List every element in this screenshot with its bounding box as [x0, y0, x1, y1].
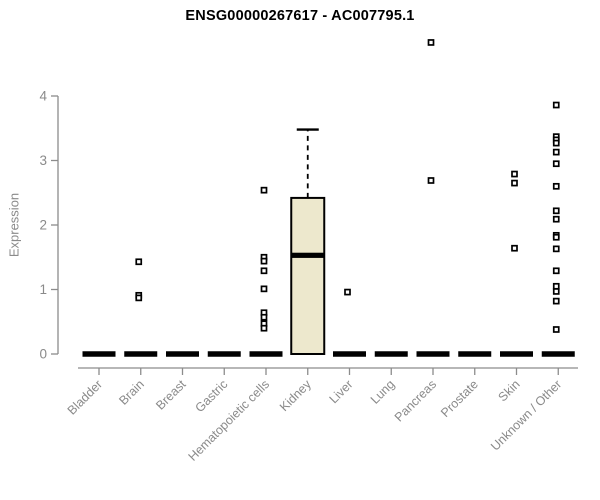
y-tick-label: 1	[39, 282, 47, 297]
outlier-point-hematopoietic-cells	[260, 324, 268, 332]
zero-bar-breast	[166, 351, 199, 357]
outlier-point-unknown-other	[552, 215, 560, 223]
x-category-label: Kidney	[277, 377, 314, 414]
y-tick-label: 4	[39, 89, 47, 104]
x-category-label: Pancreas	[392, 377, 439, 424]
outlier-point-pancreas	[427, 39, 435, 46]
outlier-point-pancreas	[427, 177, 435, 184]
zero-bar-lung	[374, 351, 408, 357]
x-category-label: Lung	[368, 377, 398, 407]
outlier-point-brain	[135, 294, 143, 302]
outlier-point-unknown-other	[552, 245, 560, 253]
outlier-point-skin	[511, 170, 518, 178]
outlier-point-hematopoietic-cells	[260, 257, 268, 265]
outlier-point-unknown-other	[552, 182, 560, 190]
x-category-label: Breast	[153, 377, 189, 413]
zero-bar-hematopoietic-cells	[249, 351, 283, 357]
zero-bar-pancreas	[416, 351, 450, 357]
x-category-label: Liver	[327, 377, 356, 406]
outlier-point-unknown-other	[552, 297, 560, 305]
zero-bar-brain	[124, 351, 158, 357]
outlier-point-unknown-other	[552, 326, 560, 333]
x-category-label: Skin	[496, 377, 523, 404]
zero-bar-liver	[333, 351, 366, 357]
outlier-point-skin	[511, 179, 518, 187]
y-tick-label: 0	[39, 347, 47, 362]
zero-bar-bladder	[82, 351, 116, 357]
outlier-point-brain	[135, 258, 143, 266]
outlier-point-unknown-other	[552, 207, 560, 215]
outlier-point-hematopoietic-cells	[260, 186, 268, 194]
x-category-label: Prostate	[438, 377, 481, 420]
outlier-point-unknown-other	[552, 139, 560, 147]
outlier-point-unknown-other	[552, 233, 560, 241]
x-category-label: Brain	[116, 377, 147, 408]
chart-title: ENSG00000267617 - AC007795.1	[185, 8, 415, 24]
zero-bar-skin	[500, 351, 533, 357]
y-tick-label: 3	[39, 153, 47, 168]
outlier-point-hematopoietic-cells	[260, 267, 268, 275]
x-category-label: Gastric	[192, 377, 230, 415]
median-line-kidney	[291, 252, 325, 258]
outlier-point-unknown-other	[552, 288, 560, 295]
y-tick-label: 2	[39, 218, 47, 233]
outlier-point-unknown-other	[552, 267, 560, 275]
outlier-point-unknown-other	[552, 160, 560, 168]
box-kidney	[290, 196, 326, 355]
outlier-point-hematopoietic-cells	[260, 285, 268, 293]
outlier-point-liver	[344, 288, 351, 296]
outlier-point-unknown-other	[552, 101, 560, 109]
outlier-point-hematopoietic-cells	[260, 313, 268, 321]
outlier-point-unknown-other	[552, 282, 560, 290]
outlier-point-unknown-other	[552, 148, 560, 156]
outlier-point-skin	[511, 244, 518, 252]
x-category-label: Unknown / Other	[488, 377, 564, 453]
x-category-label: Bladder	[65, 377, 105, 417]
zero-bar-prostate	[458, 351, 492, 357]
y-axis-title: Expression	[6, 192, 22, 258]
zero-bar-gastric	[207, 351, 241, 357]
x-category-label: Hematopoietic cells	[186, 377, 273, 464]
zero-bar-unknown-other	[541, 351, 575, 357]
